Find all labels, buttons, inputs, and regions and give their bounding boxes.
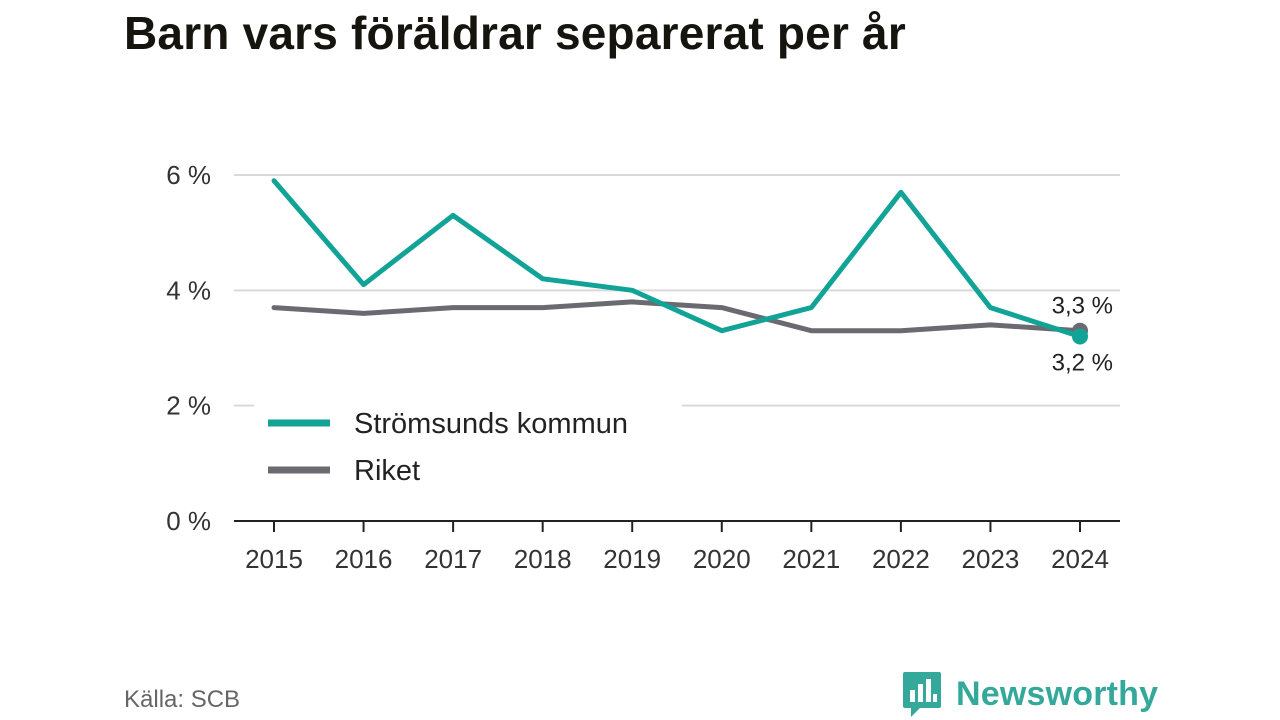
y-tick-label: 0 % bbox=[166, 506, 211, 536]
grid-lines bbox=[234, 174, 1120, 407]
end-label-stromsund: 3,2 % bbox=[1052, 349, 1113, 376]
x-tick-label: 2015 bbox=[245, 544, 303, 574]
end-label-riket: 3,3 % bbox=[1052, 293, 1113, 320]
series-line-stromsund bbox=[271, 178, 1083, 339]
x-tick-label: 2024 bbox=[1051, 544, 1109, 574]
newsworthy-logo-icon bbox=[903, 672, 941, 717]
y-tick-label: 6 % bbox=[166, 160, 211, 190]
brand-name: Newsworthy bbox=[956, 674, 1159, 713]
x-tick-label: 2021 bbox=[782, 544, 840, 574]
legend-background bbox=[254, 404, 682, 496]
x-tick-label: 2018 bbox=[514, 544, 572, 574]
legend-label-stromsund: Strömsunds kommun bbox=[354, 408, 628, 440]
end-labels: 3,3 % 3,2 % bbox=[1049, 290, 1115, 379]
x-tick-label: 2023 bbox=[962, 544, 1020, 574]
x-axis bbox=[234, 520, 1120, 532]
brand-logo: Newsworthy bbox=[902, 670, 1158, 718]
x-tick-label: 2019 bbox=[603, 544, 661, 574]
legend: Strömsunds kommun Riket bbox=[254, 404, 682, 496]
end-point-stromsund bbox=[1072, 328, 1088, 345]
y-tick-label: 2 % bbox=[166, 391, 211, 421]
x-tick-label: 2020 bbox=[693, 544, 751, 574]
x-tick-label: 2022 bbox=[872, 544, 930, 574]
legend-label-riket: Riket bbox=[354, 455, 420, 487]
y-axis-labels: 0 % 2 % 4 % 6 % bbox=[166, 160, 211, 536]
x-axis-labels: 2015 2016 2017 2018 2019 2020 2021 2022 2023 2024 bbox=[245, 544, 1109, 574]
source-text: Källa: SCB bbox=[124, 686, 241, 713]
y-tick-label: 4 % bbox=[166, 275, 211, 305]
chart-title: Barn vars föräldrar separerat per år bbox=[124, 7, 906, 59]
series-line-riket bbox=[271, 299, 1083, 334]
series-lines bbox=[271, 178, 1088, 345]
x-tick-label: 2016 bbox=[335, 544, 393, 574]
x-tick-label: 2017 bbox=[424, 544, 482, 574]
